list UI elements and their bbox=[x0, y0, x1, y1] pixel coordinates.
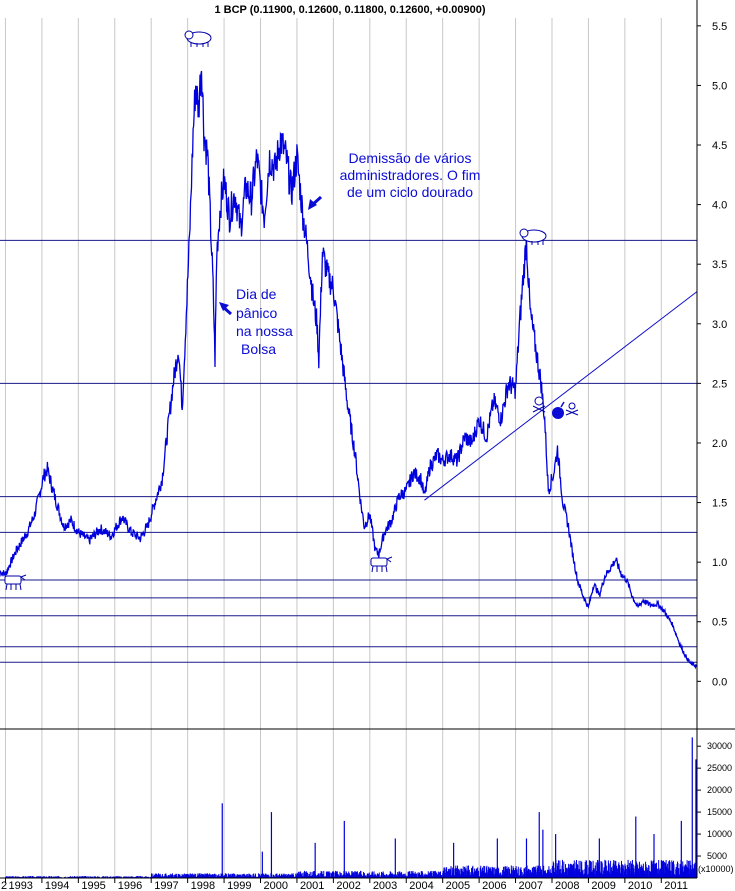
bomb-icon bbox=[552, 401, 565, 419]
annotation-line: administradores. O fim bbox=[340, 167, 481, 183]
x-tick-label: 2009 bbox=[591, 880, 615, 891]
time-axis: 2 1993 1994 1995 1996 1997 1998 1999 2000 2001 200… bbox=[1, 878, 688, 891]
x-tick-label: 2002 bbox=[336, 880, 360, 891]
bear-icon bbox=[519, 228, 547, 245]
y-tick-label: 1.0 bbox=[712, 557, 727, 569]
y-tick-label: 3.0 bbox=[712, 319, 727, 331]
x-tick-label: 2 bbox=[1, 880, 7, 891]
x-tick-label: 2004 bbox=[409, 880, 433, 891]
annotation-line: pânico bbox=[236, 305, 277, 321]
trendline bbox=[424, 291, 698, 501]
y-tick-label: 5.0 bbox=[712, 80, 727, 92]
annotation-line: Demissão de vários bbox=[349, 150, 472, 166]
support-resistance-levels bbox=[0, 239, 697, 663]
trendline-group bbox=[424, 291, 698, 501]
y-tick-label: 4.5 bbox=[712, 140, 727, 152]
x-tick-label: 2007 bbox=[519, 880, 543, 891]
x-tick-label: 2006 bbox=[482, 880, 506, 891]
annotation-line: de um ciclo dourado bbox=[347, 184, 473, 200]
annotation-line: Dia de bbox=[236, 286, 277, 302]
y-tick-label: 5.5 bbox=[712, 21, 727, 33]
volume-tick-label: 30000 bbox=[707, 741, 732, 751]
arrow-icon bbox=[219, 302, 232, 316]
x-tick-label: 2010 bbox=[628, 880, 652, 891]
y-tick-label: 2.0 bbox=[712, 438, 727, 450]
volume-tick-label: 15000 bbox=[707, 807, 732, 817]
y-tick-label: 2.5 bbox=[712, 378, 727, 390]
price-axis: 0.0 0.5 1.0 1.5 2.0 2.5 3.0 3.5 4.0 4.5 5.0 5.5 bbox=[697, 21, 727, 688]
price-line bbox=[0, 70, 698, 670]
price-series bbox=[0, 70, 698, 670]
annotation-line: na nossa bbox=[236, 323, 293, 339]
x-tick-label: 1999 bbox=[227, 880, 251, 891]
volume-tick-label: 10000 bbox=[707, 829, 732, 839]
x-tick-label: 1993 bbox=[8, 880, 32, 891]
x-tick-label: 1994 bbox=[45, 880, 69, 891]
arrow-icon bbox=[308, 195, 323, 210]
x-tick-label: 1998 bbox=[191, 880, 215, 891]
bear-icon bbox=[184, 30, 212, 47]
skull-icon bbox=[532, 396, 546, 413]
chart-title: 1 BCP (0.11900, 0.12600, 0.11800, 0.1260… bbox=[214, 4, 485, 16]
x-tick-label: 2000 bbox=[264, 880, 288, 891]
x-tick-label: 2003 bbox=[373, 880, 397, 891]
x-tick-label: 1996 bbox=[118, 880, 142, 891]
x-tick-label: 2011 bbox=[664, 880, 688, 891]
annotation-panico: Dia de pânico na nossa Bolsa bbox=[219, 286, 293, 357]
volume-axis: 5000 10000 15000 20000 25000 30000 (x10000) bbox=[697, 741, 734, 874]
x-tick-label: 2005 bbox=[446, 880, 470, 891]
volume-panel bbox=[4, 737, 698, 878]
y-tick-label: 3.5 bbox=[712, 259, 727, 271]
volume-tick-label: 20000 bbox=[707, 785, 732, 795]
annotation-line: Bolsa bbox=[241, 341, 276, 357]
x-tick-label: 1995 bbox=[81, 880, 105, 891]
volume-unit-label: (x10000) bbox=[698, 864, 734, 874]
volume-tick-label: 25000 bbox=[707, 763, 732, 773]
x-tick-label: 1997 bbox=[154, 880, 178, 891]
skull-icon bbox=[565, 402, 579, 416]
x-tick-label: 2001 bbox=[300, 880, 324, 891]
y-tick-label: 4.0 bbox=[712, 200, 727, 212]
volume-tick-label: 5000 bbox=[707, 851, 727, 861]
bull-icon bbox=[4, 574, 27, 591]
bull-icon bbox=[370, 556, 393, 573]
y-tick-label: 0.0 bbox=[712, 676, 727, 688]
x-tick-label: 2008 bbox=[555, 880, 579, 891]
y-tick-label: 1.5 bbox=[712, 498, 727, 510]
y-tick-label: 0.5 bbox=[712, 617, 727, 629]
annotation-demissao: Demissão de vários administradores. O fi… bbox=[308, 150, 480, 210]
